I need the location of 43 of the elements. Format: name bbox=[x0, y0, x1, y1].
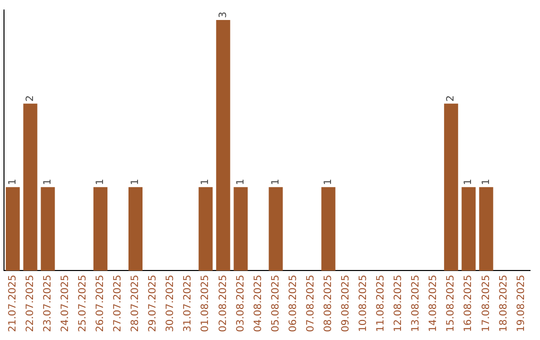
data-label: 1 bbox=[7, 178, 18, 186]
x-tick-label: 28.07.2025 bbox=[130, 274, 142, 332]
x-tick-label: 26.07.2025 bbox=[95, 274, 106, 332]
x-tick-label: 10.08.2025 bbox=[358, 274, 370, 332]
data-label: 1 bbox=[270, 178, 282, 186]
data-label: 1 bbox=[463, 178, 474, 186]
data-label: 1 bbox=[322, 178, 334, 186]
data-label: 1 bbox=[95, 178, 106, 186]
x-tick-label: 27.07.2025 bbox=[112, 274, 124, 332]
data-label: 2 bbox=[24, 95, 36, 102]
x-tick-label: 25.07.2025 bbox=[77, 274, 88, 332]
data-label: 1 bbox=[235, 178, 246, 186]
x-tick-label: 01.08.2025 bbox=[200, 274, 212, 332]
data-label: 1 bbox=[480, 178, 492, 186]
x-tick-label: 04.08.2025 bbox=[252, 274, 264, 332]
x-tick-label: 08.08.2025 bbox=[322, 274, 334, 332]
x-tick-label: 02.08.2025 bbox=[218, 274, 229, 332]
data-label: 2 bbox=[446, 95, 457, 102]
x-tick-label: 07.08.2025 bbox=[305, 274, 316, 332]
data-label: 1 bbox=[42, 178, 54, 186]
x-tick-label: 29.07.2025 bbox=[148, 274, 159, 332]
x-tick-label: 14.08.2025 bbox=[428, 274, 440, 332]
x-tick-label: 06.08.2025 bbox=[288, 274, 299, 332]
x-tick-label: 03.08.2025 bbox=[235, 274, 246, 332]
x-tick-label: 31.07.2025 bbox=[182, 274, 194, 332]
x-tick-label: 18.08.2025 bbox=[498, 274, 510, 332]
x-tick-label: 11.08.2025 bbox=[376, 274, 387, 332]
x-tick-label: 16.08.2025 bbox=[463, 274, 474, 332]
x-tick-label: 17.08.2025 bbox=[480, 274, 492, 332]
x-tick-label: 13.08.2025 bbox=[410, 274, 422, 332]
x-tick-label: 22.07.2025 bbox=[24, 274, 36, 332]
x-tick-label: 24.07.2025 bbox=[60, 274, 71, 332]
x-tick-label: 23.07.2025 bbox=[42, 274, 54, 332]
x-tick-label: 12.08.2025 bbox=[393, 274, 404, 332]
x-tick-label: 09.08.2025 bbox=[340, 274, 352, 332]
x-tick-label: 21.07.2025 bbox=[7, 274, 18, 332]
data-label: 1 bbox=[130, 178, 142, 186]
x-tick-label: 15.08.2025 bbox=[446, 274, 457, 332]
data-label: 1 bbox=[200, 178, 212, 186]
x-tick-label: 30.07.2025 bbox=[165, 274, 176, 332]
x-tick-label: 19.08.2025 bbox=[516, 274, 527, 332]
x-tick-label: 05.08.2025 bbox=[270, 274, 282, 332]
data-label: 3 bbox=[218, 12, 229, 18]
